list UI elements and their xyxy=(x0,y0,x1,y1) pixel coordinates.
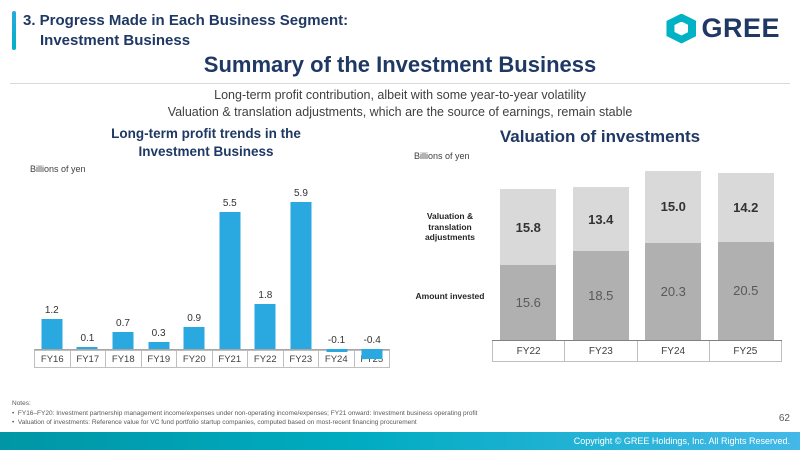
profit-bar xyxy=(254,304,276,350)
bar-slot-fy18: 0.7 xyxy=(105,180,141,350)
bar-slot-fy25: -0.4 xyxy=(354,180,390,360)
stack-slot-fy24: 15.0 20.3 xyxy=(637,170,710,340)
bar-value-label: 0.3 xyxy=(151,327,166,339)
valuation-chart-body: Valuation & translation adjustments Amou… xyxy=(408,165,792,362)
bar-slot-fy20: 0.9 xyxy=(176,180,212,350)
footer-bar: Copyright © GREE Holdings, Inc. All Righ… xyxy=(0,432,800,450)
slide-title-line-1: 3. Progress Made in Each Business Segmen… xyxy=(23,12,349,29)
x-axis-label: FY24 xyxy=(637,341,710,362)
profit-bar xyxy=(219,211,241,350)
note-item: Valuation of investments: Reference valu… xyxy=(12,418,760,428)
summary-subtitle-1: Long-term profit contribution, albeit wi… xyxy=(214,88,586,102)
x-axis-label: FY19 xyxy=(141,350,177,369)
x-axis-label: FY22 xyxy=(492,341,566,362)
summary-section: Summary of the Investment Business Long-… xyxy=(0,52,800,119)
notes-label: Notes: xyxy=(12,399,31,407)
divider-line xyxy=(10,83,790,84)
profit-chart-plot: 1.2 0.1 0.7 0.3 0.9 5.5 1.8 5.9 -0.1 -0.4 xyxy=(34,180,390,360)
x-axis-label: FY23 xyxy=(283,350,319,369)
profit-bar xyxy=(76,346,98,350)
slide-title: 3. Progress Made in Each Business Segmen… xyxy=(23,11,348,50)
copyright-text: Copyright © GREE Holdings, Inc. All Righ… xyxy=(573,436,790,446)
bar-value-label: 0.9 xyxy=(187,312,202,324)
slide-title-block: 3. Progress Made in Each Business Segmen… xyxy=(12,11,348,50)
bar-slot-fy21: 5.5 xyxy=(212,180,248,350)
profit-trend-chart: Long-term profit trends in the Investmen… xyxy=(8,123,404,369)
slide: 3. Progress Made in Each Business Segmen… xyxy=(0,0,800,368)
invested-segment: 18.5 xyxy=(572,251,629,340)
bar-value-label: 0.1 xyxy=(80,332,95,344)
valuation-chart-plot: 15.8 15.6 13.4 18.5 15.0 20.3 14.2 20.5 xyxy=(492,165,782,340)
page-number: 62 xyxy=(778,413,790,424)
x-axis-label: FY21 xyxy=(212,350,248,369)
x-axis-label: FY25 xyxy=(709,341,782,362)
profit-bar xyxy=(183,326,205,350)
x-axis-label: FY16 xyxy=(34,350,71,369)
profit-chart-title: Long-term profit trends in the Investmen… xyxy=(111,126,301,159)
x-axis-label: FY20 xyxy=(177,350,213,369)
bar-slot-fy23: 5.9 xyxy=(283,180,319,350)
invested-segment: 20.5 xyxy=(717,241,774,340)
x-axis-label: FY17 xyxy=(70,350,106,369)
amount-invested-label: Amount invested xyxy=(415,291,485,301)
profit-bar xyxy=(112,331,134,350)
valuation-chart-axis: FY22 FY23 FY24 FY25 xyxy=(492,340,782,362)
valuation-series-labels: Valuation & translation adjustments Amou… xyxy=(408,165,492,340)
invested-segment: 15.6 xyxy=(500,265,557,340)
valuation-adjustments-label: Valuation & translation adjustments xyxy=(424,211,476,243)
x-axis-label: FY24 xyxy=(319,350,355,369)
stack-slot-fy22: 15.8 15.6 xyxy=(492,189,565,340)
bar-slot-fy17: 0.1 xyxy=(70,180,106,350)
profit-bar xyxy=(148,341,170,350)
charts-row: Long-term profit trends in the Investmen… xyxy=(0,123,800,369)
valuation-chart-unit-label: Billions of yen xyxy=(414,151,470,161)
summary-subtitle-2: Valuation & translation adjustments, whi… xyxy=(167,105,633,119)
notes-section: Notes: FY16–FY20: Investment partnership… xyxy=(12,399,760,428)
bar-slot-fy22: 1.8 xyxy=(248,180,284,350)
valuation-chart-title: Valuation of investments xyxy=(499,127,701,146)
bar-value-label: -0.4 xyxy=(363,335,381,347)
profit-chart-axis: FY16 FY17 FY18 FY19 FY20 FY21 FY22 FY23 FY24 FY25 xyxy=(34,350,390,369)
profit-bar xyxy=(361,349,383,360)
valuation-segment: 13.4 xyxy=(572,186,629,252)
bar-value-label: 0.7 xyxy=(116,317,130,329)
gree-hexagon-icon xyxy=(666,14,696,44)
profit-chart-unit-label: Billions of yen xyxy=(30,164,86,175)
x-axis-label: FY22 xyxy=(248,350,284,369)
bar-value-label: 1.2 xyxy=(44,305,59,317)
valuation-plot-column: 15.8 15.6 13.4 18.5 15.0 20.3 14.2 20.5 FY22 FY2… xyxy=(492,165,782,362)
bar-value-label: 1.8 xyxy=(258,290,273,302)
valuation-chart: Valuation of investments Billions of yen… xyxy=(408,123,792,368)
header: 3. Progress Made in Each Business Segmen… xyxy=(0,0,800,50)
profit-bar xyxy=(41,319,63,350)
notes-list: FY16–FY20: Investment partnership manage… xyxy=(12,409,760,429)
slide-title-line-2: Investment Business xyxy=(40,31,191,49)
gree-logo: GREE xyxy=(666,13,780,44)
bar-slot-fy16: 1.2 xyxy=(34,180,70,350)
x-axis-label: FY23 xyxy=(565,341,638,362)
bar-value-label: 5.9 xyxy=(294,187,308,199)
title-accent-bar xyxy=(12,11,16,50)
invested-segment: 20.3 xyxy=(645,242,702,340)
bar-value-label: -0.1 xyxy=(327,335,346,347)
bar-slot-fy19: 0.3 xyxy=(141,180,177,350)
bar-slot-fy24: -0.1 xyxy=(319,180,355,352)
x-axis-label: FY18 xyxy=(106,350,142,369)
valuation-segment: 15.0 xyxy=(645,170,702,243)
summary-title: Summary of the Investment Business xyxy=(203,52,597,77)
note-item: FY16–FY20: Investment partnership manage… xyxy=(12,409,760,419)
valuation-segment: 15.8 xyxy=(500,189,557,266)
valuation-segment: 14.2 xyxy=(717,173,774,242)
bar-value-label: 5.5 xyxy=(222,197,237,209)
profit-bar xyxy=(290,201,312,350)
stack-slot-fy23: 13.4 18.5 xyxy=(565,186,638,340)
gree-logo-text: GREE xyxy=(701,13,780,43)
stack-slot-fy25: 14.2 20.5 xyxy=(710,173,783,340)
profit-bar xyxy=(326,349,348,352)
